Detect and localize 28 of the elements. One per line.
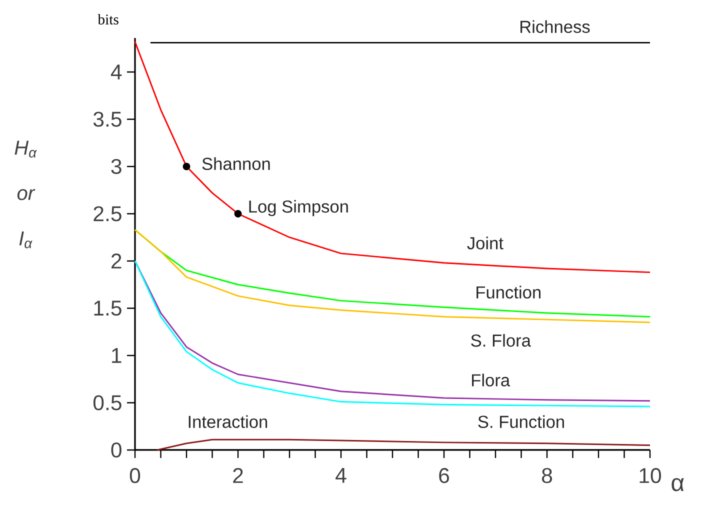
x-tick-label: 8 xyxy=(542,468,552,484)
y-tick-label: 0 xyxy=(111,442,122,458)
y-tick-label: 0.5 xyxy=(93,395,122,410)
y-tick-label: 4 xyxy=(110,64,122,80)
series-label: S. Flora xyxy=(471,334,531,347)
x-tick-label: 10 xyxy=(640,468,662,484)
series-label: Interaction xyxy=(188,415,268,428)
series-label: Shannon xyxy=(202,157,270,170)
series-label: Flora xyxy=(472,374,510,386)
text: H$_{α}$ or I$_{α}$ xyxy=(14,140,37,248)
x-axis-title: α xyxy=(672,478,684,492)
x-tick-label: 6 xyxy=(439,468,449,484)
series-label: Function xyxy=(476,286,540,299)
y-tick-label: 3 xyxy=(111,158,122,174)
series-label: Richness xyxy=(520,20,590,33)
x-tick-label: 0 xyxy=(130,468,140,484)
line-series xyxy=(134,41,651,274)
text: bits xyxy=(98,14,118,24)
y-tick-label: 3.5 xyxy=(93,112,122,127)
y-tick-label: 2.5 xyxy=(94,206,122,222)
y-tick-label: 2 xyxy=(111,254,122,268)
y-tick-label: 1.5 xyxy=(94,300,122,316)
series-label: Log Simpson xyxy=(249,200,348,216)
y-tick-label: 1 xyxy=(112,348,122,363)
x-tick-label: 4 xyxy=(336,468,346,483)
series-label: Joint xyxy=(467,236,504,250)
x-tick-label: 2 xyxy=(233,468,243,483)
series-label: S. Function xyxy=(478,415,564,428)
